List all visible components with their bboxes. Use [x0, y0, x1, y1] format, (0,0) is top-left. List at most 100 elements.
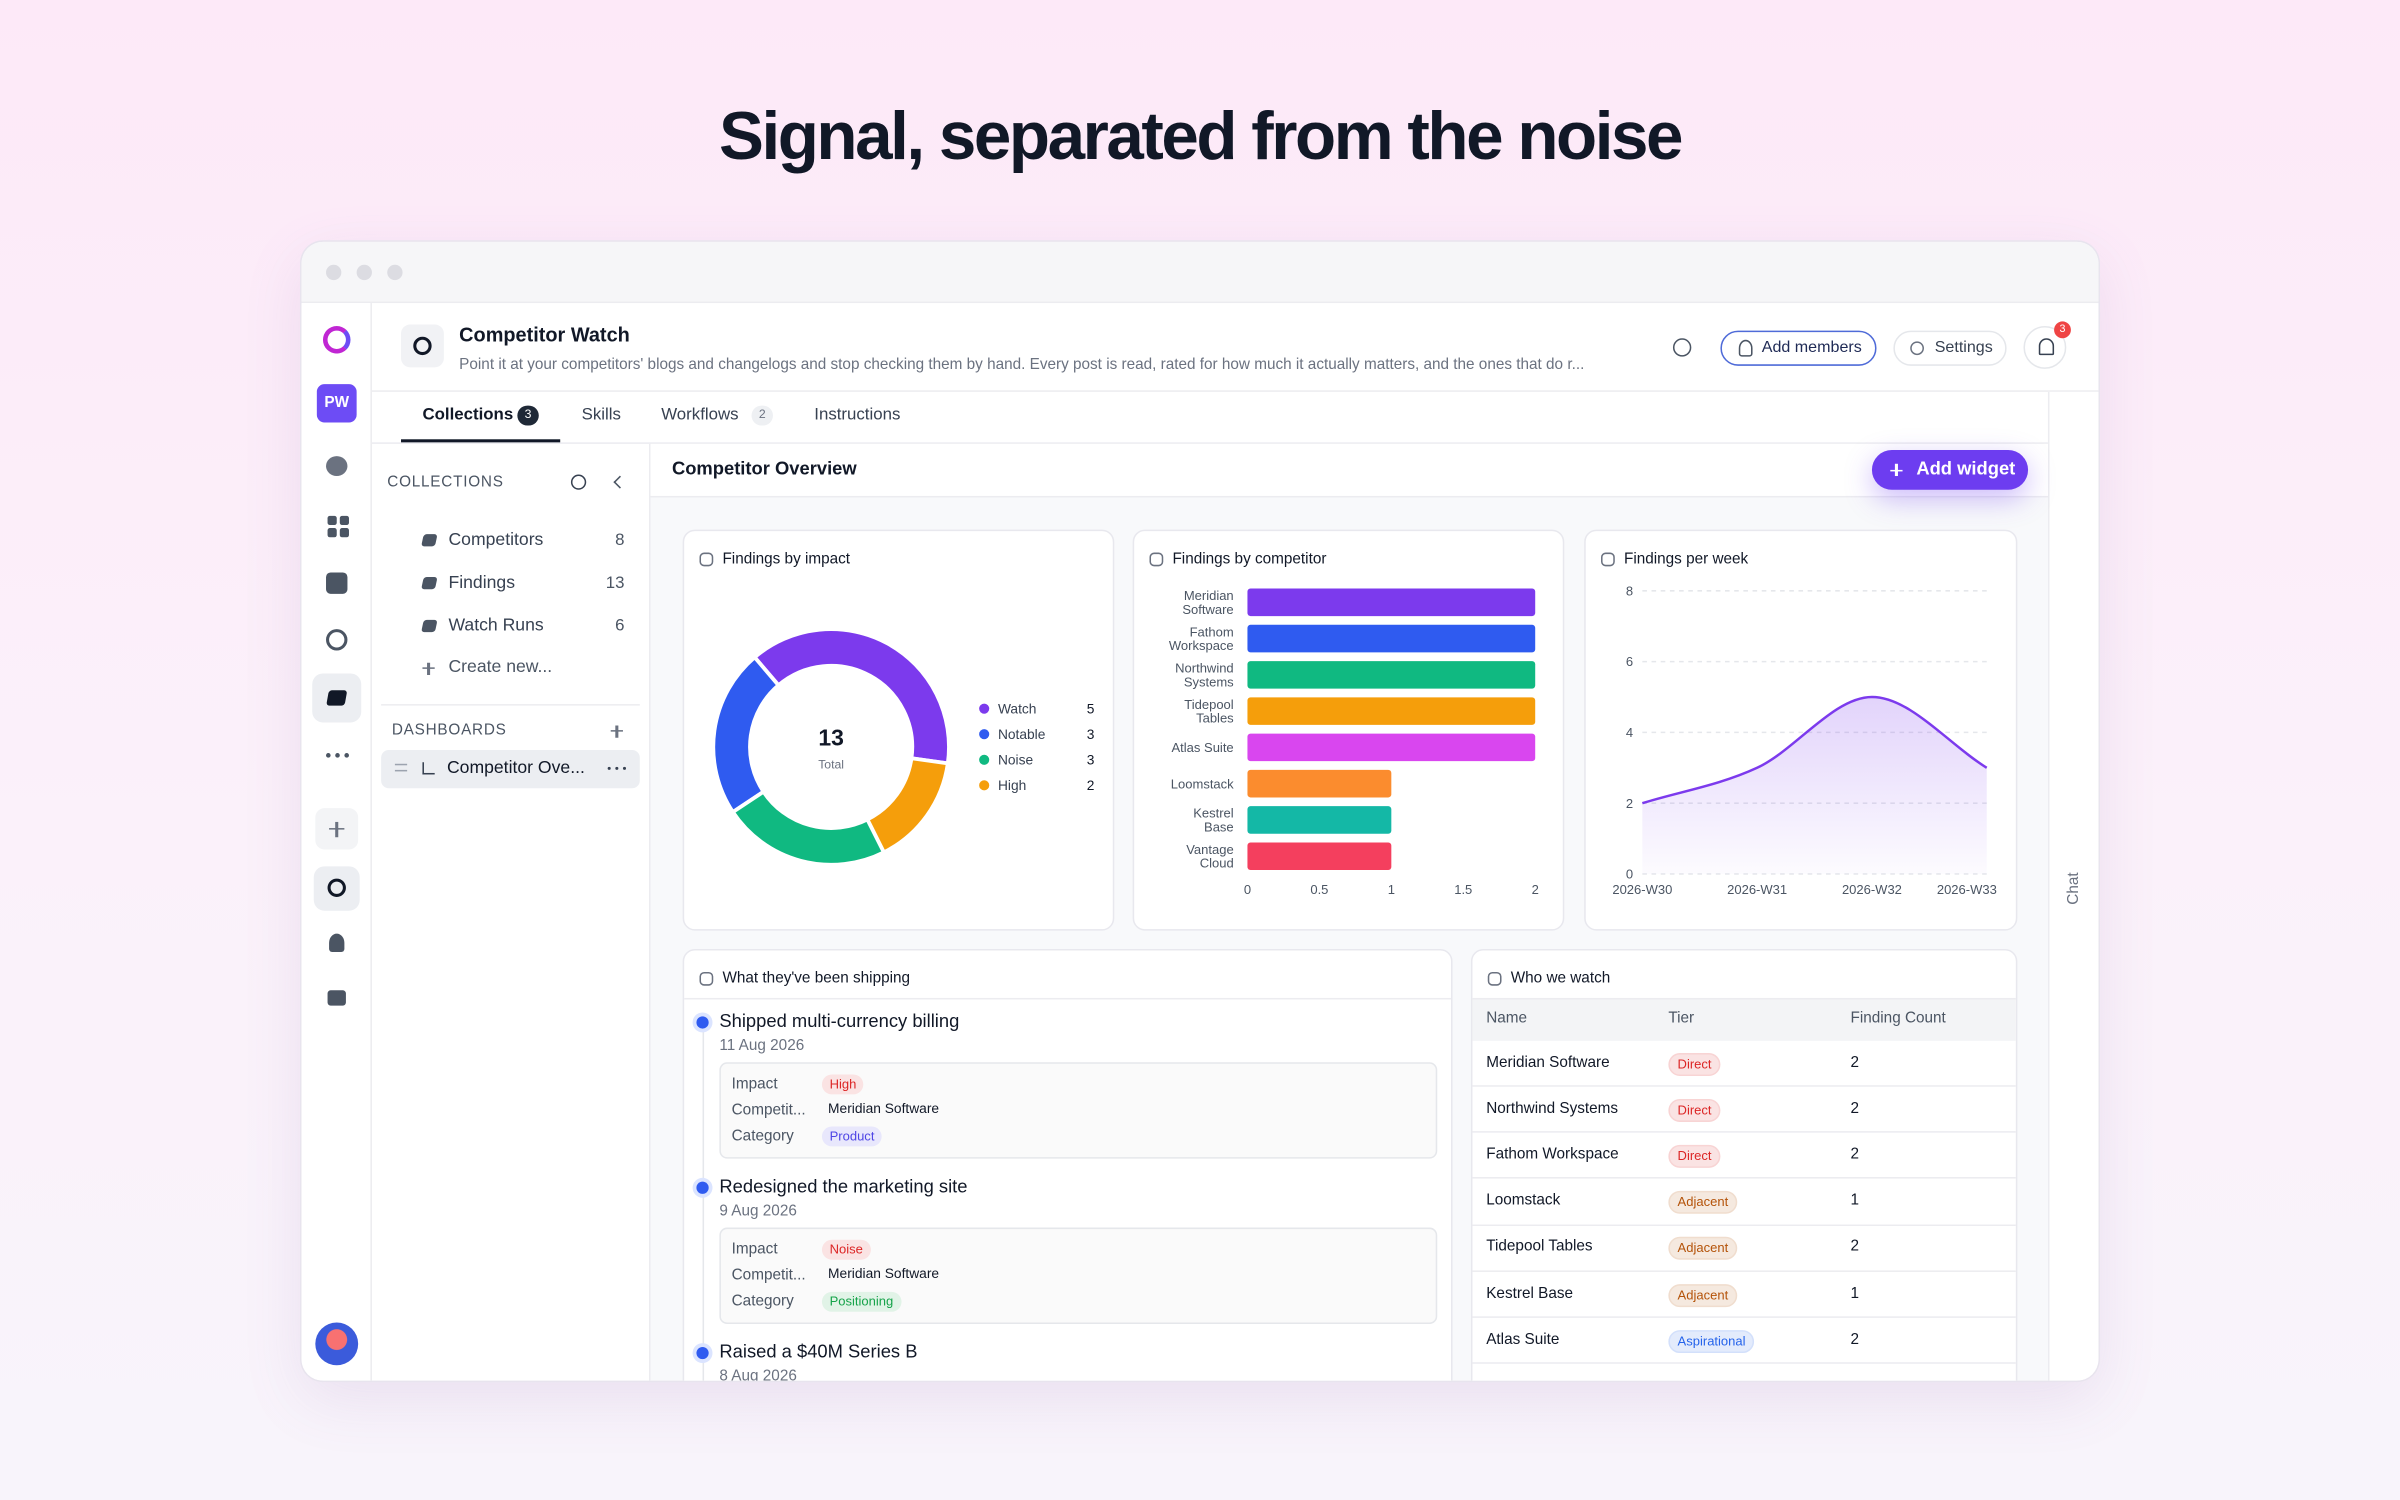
- cell-name[interactable]: Northwind Systems: [1486, 1100, 1619, 1117]
- widget-title: Findings per week: [1623, 551, 1749, 568]
- nav-people[interactable]: [329, 933, 345, 953]
- cell-count: 2: [1850, 1100, 1860, 1117]
- chat-strip: [2047, 391, 2099, 1381]
- card-divider: [684, 997, 1452, 1000]
- dash-plus-v: [615, 724, 618, 737]
- tab-count: 3: [524, 407, 532, 422]
- cell-name[interactable]: Meridian Software: [1486, 1053, 1610, 1071]
- widget-icon: [1149, 552, 1164, 567]
- chat-label[interactable]: Chat: [2065, 871, 2083, 904]
- nav-more-dot: [325, 753, 330, 758]
- person-icon: [1738, 339, 1753, 357]
- cell-name[interactable]: Fathom Workspace: [1486, 1146, 1619, 1164]
- column-header: Finding Count: [1850, 1009, 1946, 1027]
- collection-count: 13: [605, 573, 625, 593]
- collection-name[interactable]: Findings: [448, 573, 516, 592]
- search-icon[interactable]: [570, 474, 587, 490]
- collection-name[interactable]: Watch Runs: [448, 616, 544, 635]
- tag-badge: Product: [821, 1125, 883, 1146]
- field-label: Category: [731, 1292, 794, 1310]
- window-dot: [326, 264, 342, 281]
- cell-count: 1: [1850, 1192, 1860, 1210]
- collections-heading: COLLECTIONS: [387, 473, 504, 491]
- tier-badge: Direct: [1668, 1098, 1721, 1122]
- notification-badge: 3: [2054, 321, 2071, 339]
- widget-card: [682, 529, 1115, 931]
- history-button[interactable]: [1672, 338, 1692, 357]
- tier-badge: Adjacent: [1668, 1237, 1738, 1261]
- workspace-initials: PW: [324, 394, 350, 412]
- nav-competitor-icon: [327, 878, 346, 897]
- widget-icon: [1487, 971, 1502, 986]
- nav-globe[interactable]: [326, 629, 348, 651]
- tab-label[interactable]: Skills: [581, 405, 621, 424]
- cell-name[interactable]: Atlas Suite: [1486, 1331, 1560, 1348]
- cell-count: 2: [1850, 1053, 1860, 1071]
- row-divider: [1472, 1362, 2016, 1365]
- settings-label: Settings: [1934, 338, 1993, 357]
- widget-title: What they've been shipping: [722, 970, 911, 988]
- nav-grid-icon: [339, 515, 349, 525]
- add-widget-button[interactable]: Add widget: [1871, 450, 2029, 490]
- tag-badge: Positioning: [821, 1291, 901, 1311]
- collection-icon: [421, 577, 438, 590]
- row-divider: [1472, 1177, 2016, 1180]
- app-window: PW Competitor Watch Point it at your compe…: [301, 241, 2099, 1381]
- add-plus-v: [1895, 463, 1898, 477]
- widget-title: Who we watch: [1510, 970, 1611, 988]
- user-avatar[interactable]: [315, 1322, 359, 1366]
- collection-icon: [421, 619, 438, 633]
- tab-bar: [371, 392, 2048, 444]
- nav-grid-icon: [339, 528, 349, 538]
- create-plus-v: [427, 661, 430, 675]
- tab-label[interactable]: Collections: [422, 405, 514, 424]
- headline: Signal, separated from the noise: [718, 99, 1683, 175]
- tab-label[interactable]: Instructions: [814, 405, 901, 424]
- timeline-dot: [696, 1181, 709, 1194]
- create-collection[interactable]: Create new...: [448, 657, 553, 676]
- tab-label[interactable]: Workflows: [661, 405, 739, 424]
- field-label: Impact: [731, 1240, 778, 1258]
- cell-name[interactable]: Loomstack: [1486, 1192, 1561, 1210]
- title-bar: [301, 241, 2099, 304]
- timeline-title: Redesigned the marketing site: [719, 1175, 968, 1198]
- collection-name[interactable]: Competitors: [448, 530, 544, 549]
- row-divider: [1472, 1131, 2016, 1133]
- drag-handle: [394, 763, 408, 772]
- nav-more-dot: [343, 753, 349, 758]
- logo: [322, 326, 351, 354]
- field-value: Meridian Software: [828, 1100, 940, 1117]
- widget-card: [1584, 529, 2018, 931]
- dashboards-heading: DASHBOARDS: [391, 721, 507, 739]
- widget-icon: [1601, 552, 1615, 567]
- nav-inbox[interactable]: [326, 572, 348, 594]
- panel-divider: [381, 704, 640, 706]
- tab-count: 2: [758, 407, 766, 422]
- timeline-date: 8 Aug 2026: [719, 1367, 797, 1381]
- widget-card: [1132, 529, 1565, 931]
- field-label: Category: [731, 1127, 794, 1145]
- nav-stack[interactable]: [327, 990, 346, 1006]
- workspace-avatar[interactable]: PW: [316, 384, 357, 423]
- tier-badge: Direct: [1668, 1052, 1721, 1076]
- add-members-button[interactable]: Add members: [1720, 330, 1877, 366]
- tab-count-badge: 3: [517, 405, 539, 426]
- chart-icon: [422, 762, 435, 775]
- timeline-date: 11 Aug 2026: [719, 1036, 805, 1054]
- nav-chat[interactable]: [326, 456, 348, 477]
- bell-icon: [2038, 338, 2055, 356]
- nav-grid-icon: [327, 515, 337, 525]
- tab-count-badge: 2: [751, 405, 773, 426]
- cell-name[interactable]: Kestrel Base: [1486, 1284, 1574, 1302]
- more-dot: [607, 766, 612, 771]
- cell-count: 2: [1850, 1331, 1860, 1348]
- column-header: Tier: [1668, 1009, 1695, 1027]
- column-header: Name: [1486, 1009, 1528, 1027]
- tag-badge: Noise: [821, 1239, 871, 1259]
- dashboard-active-bg[interactable]: [381, 750, 640, 789]
- more-dot: [615, 766, 619, 771]
- cell-name[interactable]: Tidepool Tables: [1486, 1238, 1593, 1256]
- settings-button[interactable]: Settings: [1893, 330, 2007, 366]
- dashboard-name: Competitor Ove...: [446, 758, 585, 777]
